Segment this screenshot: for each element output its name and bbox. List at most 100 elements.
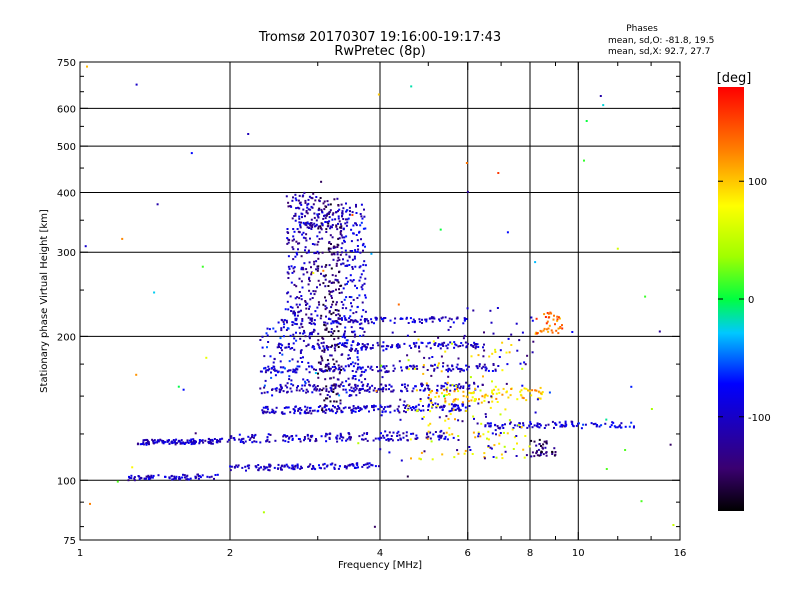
data-point (344, 330, 346, 333)
data-point (361, 438, 363, 441)
data-point (318, 207, 321, 210)
data-point (342, 218, 345, 220)
data-point (389, 319, 392, 322)
data-point (185, 475, 188, 478)
data-point (345, 210, 348, 213)
data-point (530, 439, 533, 442)
data-point (338, 394, 341, 397)
data-point (219, 440, 222, 443)
data-point (364, 264, 367, 267)
data-point (422, 409, 425, 412)
data-point (313, 225, 316, 228)
data-point (513, 424, 516, 427)
data-point (304, 201, 307, 204)
data-point (319, 317, 322, 320)
data-point (457, 439, 460, 441)
data-point (492, 392, 495, 395)
data-point (141, 443, 144, 445)
data-point (345, 467, 348, 470)
data-point (433, 363, 436, 366)
data-point (349, 250, 352, 252)
data-point (135, 83, 138, 86)
data-point (286, 300, 289, 303)
data-point (175, 475, 178, 478)
data-point (351, 280, 354, 283)
data-point (295, 389, 298, 392)
data-point (529, 421, 532, 424)
data-point (305, 221, 308, 224)
data-point (477, 435, 480, 438)
data-point (318, 200, 321, 203)
data-point (194, 432, 197, 435)
data-point (142, 443, 145, 446)
data-point (488, 425, 491, 428)
data-point (482, 346, 484, 349)
data-point (331, 290, 334, 293)
data-point (473, 399, 476, 402)
data-point (436, 384, 439, 387)
data-point (364, 319, 367, 322)
data-point (521, 331, 524, 334)
data-point (297, 311, 300, 314)
data-point (360, 238, 362, 241)
data-point (404, 407, 407, 409)
data-point (266, 410, 269, 413)
data-point (315, 368, 317, 371)
data-point (446, 390, 448, 393)
data-point (397, 405, 400, 408)
data-point (536, 423, 539, 426)
data-point (369, 367, 372, 370)
data-point (295, 371, 298, 374)
data-point (494, 348, 497, 351)
data-point (325, 440, 328, 443)
data-point (441, 316, 444, 319)
data-point (325, 264, 328, 267)
data-point (318, 389, 321, 392)
data-point (352, 375, 355, 377)
data-point (319, 405, 322, 408)
data-point (507, 337, 510, 340)
data-point (348, 395, 351, 397)
data-point (310, 333, 313, 336)
data-point (306, 302, 309, 305)
data-point (313, 263, 316, 266)
data-point (337, 215, 340, 218)
data-point (453, 390, 456, 393)
data-point (440, 405, 443, 408)
data-point (266, 405, 269, 408)
data-point (427, 384, 430, 387)
data-point (242, 440, 244, 443)
data-point (476, 365, 478, 368)
data-point (325, 228, 328, 231)
data-point (306, 226, 309, 229)
data-point (562, 424, 565, 427)
data-point (338, 368, 341, 371)
data-point (286, 391, 288, 394)
data-point (328, 290, 331, 293)
data-point (422, 364, 425, 367)
data-point (331, 224, 334, 226)
data-point (350, 302, 352, 305)
data-point (370, 463, 373, 466)
data-point (440, 392, 443, 395)
data-point (426, 369, 429, 371)
data-point (332, 388, 335, 391)
data-point (306, 271, 309, 274)
data-point (484, 366, 487, 369)
data-point (138, 478, 141, 481)
data-point (474, 347, 477, 350)
data-point (314, 310, 317, 313)
data-point (339, 323, 342, 326)
data-point (422, 372, 425, 375)
data-point (564, 422, 567, 425)
data-point (390, 385, 393, 388)
data-point (209, 439, 212, 441)
data-point (172, 439, 175, 441)
data-point (330, 354, 333, 357)
data-point (559, 327, 562, 329)
data-point (273, 466, 276, 469)
data-point (230, 435, 233, 438)
data-point (482, 433, 485, 436)
data-point (299, 440, 302, 443)
data-point (297, 242, 299, 245)
